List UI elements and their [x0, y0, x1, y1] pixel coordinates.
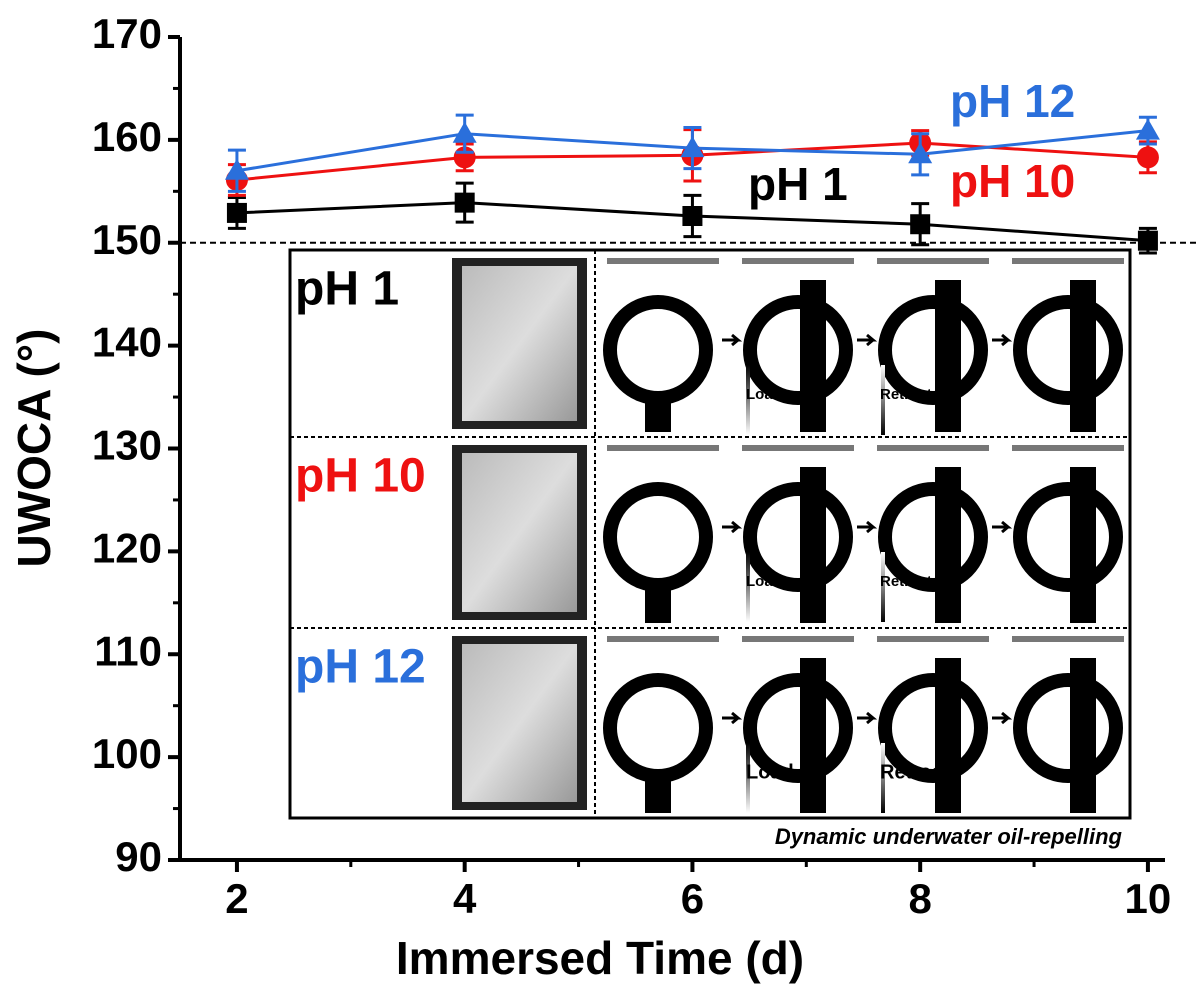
needle: [645, 395, 671, 432]
marker: [224, 158, 249, 180]
load-label: Load: [746, 761, 794, 783]
droplet: [603, 673, 713, 783]
sample-photo: [462, 266, 577, 421]
marker: [680, 136, 705, 158]
x-tick-label: 2: [225, 875, 248, 922]
needle: [800, 467, 826, 623]
inset-row-label: pH 1: [295, 263, 399, 316]
frame-top: [1012, 636, 1124, 642]
needle: [1070, 280, 1096, 432]
needle: [935, 658, 961, 813]
y-tick-label: 150: [92, 216, 162, 263]
droplet: [743, 295, 853, 405]
marker: [454, 192, 475, 213]
droplet: [603, 482, 713, 592]
arrow: [992, 333, 1013, 347]
marker: [682, 206, 703, 227]
retract-label: Retract: [880, 386, 932, 403]
droplet: [1013, 673, 1123, 783]
marker: [1137, 230, 1158, 251]
x-tick-label: 6: [681, 875, 704, 922]
needle: [935, 467, 961, 623]
load-label: Load: [746, 386, 782, 403]
droplet: [1013, 295, 1123, 405]
load-arrow: [746, 552, 750, 622]
load-arrow: [746, 365, 750, 435]
x-tick-label: 4: [453, 875, 477, 922]
droplet: [603, 295, 713, 405]
arrow: [992, 711, 1013, 725]
needle: [1070, 658, 1096, 813]
retract-label: Retract: [880, 573, 932, 590]
needle: [645, 773, 671, 813]
frame-top: [607, 445, 719, 451]
sample-photo: [462, 644, 577, 802]
inset-caption: Dynamic underwater oil-repelling: [775, 824, 1123, 849]
arrow: [857, 333, 878, 347]
marker: [1136, 146, 1159, 169]
y-axis-title: UWOCA (°): [8, 329, 60, 568]
arrow: [722, 333, 743, 347]
inset-row-label: pH 10: [295, 450, 426, 503]
needle: [800, 280, 826, 432]
needle: [935, 280, 961, 432]
droplet: [878, 482, 988, 592]
y-tick-label: 130: [92, 422, 162, 469]
arrow: [722, 520, 743, 534]
needle: [1070, 467, 1096, 623]
frame-top: [742, 258, 854, 264]
marker: [226, 202, 247, 223]
x-axis-title: Immersed Time (d): [396, 932, 804, 984]
y-tick-label: 160: [92, 113, 162, 160]
load-label: Load: [746, 573, 782, 590]
needle: [645, 582, 671, 623]
series-label: pH 10: [950, 155, 1075, 207]
retract-label: Retract: [880, 761, 949, 783]
x-tick-label: 10: [1125, 875, 1172, 922]
arrow: [722, 711, 743, 725]
marker: [452, 121, 477, 143]
y-tick-label: 170: [92, 10, 162, 57]
retract-arrow: [881, 743, 885, 813]
load-arrow: [746, 743, 750, 813]
frame-top: [607, 636, 719, 642]
arrow: [992, 520, 1013, 534]
needle: [800, 658, 826, 813]
frame-top: [877, 445, 989, 451]
x-tick-label: 8: [908, 875, 931, 922]
marker: [1135, 118, 1160, 140]
inset-row-label: pH 12: [295, 641, 426, 694]
y-tick-label: 140: [92, 319, 162, 366]
droplet: [743, 482, 853, 592]
droplet: [1013, 482, 1123, 592]
arrow: [857, 520, 878, 534]
y-tick-label: 90: [115, 833, 162, 880]
marker: [910, 214, 931, 235]
y-tick-label: 120: [92, 524, 162, 571]
droplet: [878, 295, 988, 405]
retract-arrow: [881, 552, 885, 622]
series-label: pH 12: [950, 75, 1075, 127]
frame-top: [1012, 258, 1124, 264]
arrow: [857, 711, 878, 725]
frame-top: [742, 636, 854, 642]
frame-top: [877, 258, 989, 264]
frame-top: [1012, 445, 1124, 451]
retract-arrow: [881, 365, 885, 435]
frame-top: [607, 258, 719, 264]
marker: [908, 142, 933, 164]
frame-top: [877, 636, 989, 642]
frame-top: [742, 445, 854, 451]
y-tick-label: 100: [92, 730, 162, 777]
sample-photo: [462, 453, 577, 612]
series-label: pH 1: [748, 158, 848, 210]
y-tick-label: 110: [94, 627, 162, 674]
